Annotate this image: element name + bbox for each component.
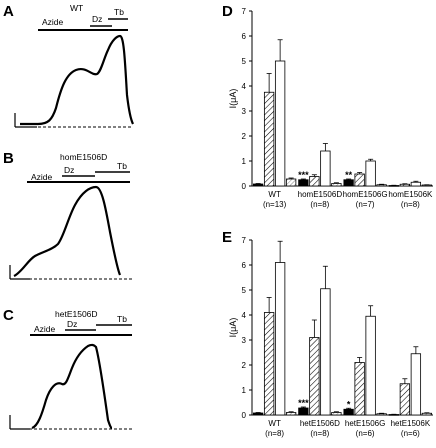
bar-d-hatched [263,91,275,187]
group-n-label-e: (n=8) [310,429,329,438]
panel-letter-d: D [222,3,233,20]
y-tick-label-d: 2 [242,132,247,141]
y-tick-label-e: 6 [242,261,247,270]
trace-a-azide-label: Azide [42,17,64,27]
significance-marker-e: *** [298,398,309,408]
bar-e-light-hatched [421,412,433,416]
bar-d-light-hatched [285,178,297,187]
trace-c-current [31,343,113,430]
trace-a-tb-label: Tb [114,7,124,17]
group-n-label-e: (n=8) [265,429,284,438]
bar-d-open [320,150,331,187]
bar-d-open [274,60,286,187]
y-tick-label-d: 3 [242,107,247,116]
bar-e-open [365,315,376,416]
group-label-e: WT [268,419,281,428]
trace-b-dz-label: Dz [64,165,74,175]
trace-c-title: hetE1506D [55,309,98,319]
bar-e-black [252,412,264,416]
bar-e-hatched [309,337,320,416]
bar-e-black [298,407,309,416]
trace-b-azide-label: Azide [31,172,53,182]
bar-d-black [252,183,264,187]
y-tick-label-e: 4 [242,311,247,320]
bar-e-open [410,353,422,416]
bar-d-black [298,179,309,187]
trace-c-dz-label: Dz [67,319,77,329]
trace-b-title: homE1506D [60,152,107,162]
y-tick-label-e: 3 [242,336,247,345]
bar-d-hatched [399,183,411,187]
y-tick-label-e: 7 [242,236,247,245]
y-tick-label-e: 0 [242,411,247,420]
y-tick-label-d: 4 [242,82,247,91]
significance-marker-d: ** [345,170,353,180]
bar-e-hatched [399,383,411,416]
bar-d-open [410,181,422,187]
trace-panel-c: hetE1506D Azide Dz Tb [9,309,133,430]
group-label-d: homE1506D [298,190,343,199]
trace-c-tb-label: Tb [117,314,127,324]
bar-d-light-hatched [331,183,342,187]
y-tick-label-d: 7 [242,7,247,16]
group-n-label-d: (n=8) [401,200,420,209]
bar-d-hatched [354,173,365,187]
bar-e-black [343,408,354,416]
y-axis-label-e: I(μA) [228,318,238,338]
group-n-label-d: (n=8) [310,200,329,209]
y-tick-label-d: 1 [242,157,247,166]
trace-panel-b: homE1506D Azide Dz Tb [9,152,133,280]
bar-e-light-hatched [285,412,297,416]
group-label-e: hetE1506G [345,419,385,428]
trace-a-current [20,34,135,126]
trace-c-azide-label: Azide [34,324,56,334]
y-tick-label-e: 5 [242,286,247,295]
bar-d-open [365,160,376,187]
panel-letter-c: C [3,307,14,324]
bar-e-open [274,262,286,416]
group-n-label-d: (n=13) [263,200,287,209]
group-n-label-e: (n=6) [356,429,375,438]
trace-a-dz-label: Dz [92,14,102,24]
trace-a-title: WT [70,3,83,13]
significance-marker-d: *** [298,170,309,180]
group-label-e: hetE1506D [300,419,340,428]
panel-letter-a: A [3,3,14,20]
group-label-d: homE1506K [388,190,433,199]
group-label-d: homE1506G [343,190,388,199]
y-tick-label-d: 5 [242,57,247,66]
group-label-e: hetE1506K [391,419,431,428]
bar-e-hatched [354,362,365,416]
trace-panel-a: WT Azide Dz Tb [14,3,135,128]
panel-letter-e: E [222,229,232,246]
y-tick-label-e: 2 [242,361,247,370]
trace-b-tb-label: Tb [117,161,127,171]
bar-e-light-hatched [376,413,387,416]
y-tick-label-d: 6 [242,32,247,41]
trace-b-current [13,185,122,277]
chart-panel-e: 01234567I(μA)WT(n=8)***hetE1506D(n=8)*he… [228,236,433,438]
bar-d-hatched [309,176,320,187]
bar-e-open [320,288,331,416]
bar-e-light-hatched [331,412,342,416]
bar-d-light-hatched [376,184,387,187]
group-n-label-e: (n=6) [401,429,420,438]
bar-d-black [343,179,354,187]
significance-marker-e: * [347,399,351,409]
group-label-d: WT [268,190,281,199]
bar-e-hatched [263,312,275,416]
chart-panel-d: 01234567I(μA)WT(n=13)***homE1506D(n=8)**… [228,7,433,209]
panel-letter-b: B [3,150,14,167]
y-tick-label-d: 0 [242,182,247,191]
y-axis-label-d: I(μA) [228,89,238,109]
group-n-label-d: (n=7) [356,200,375,209]
y-tick-label-e: 1 [242,386,247,395]
